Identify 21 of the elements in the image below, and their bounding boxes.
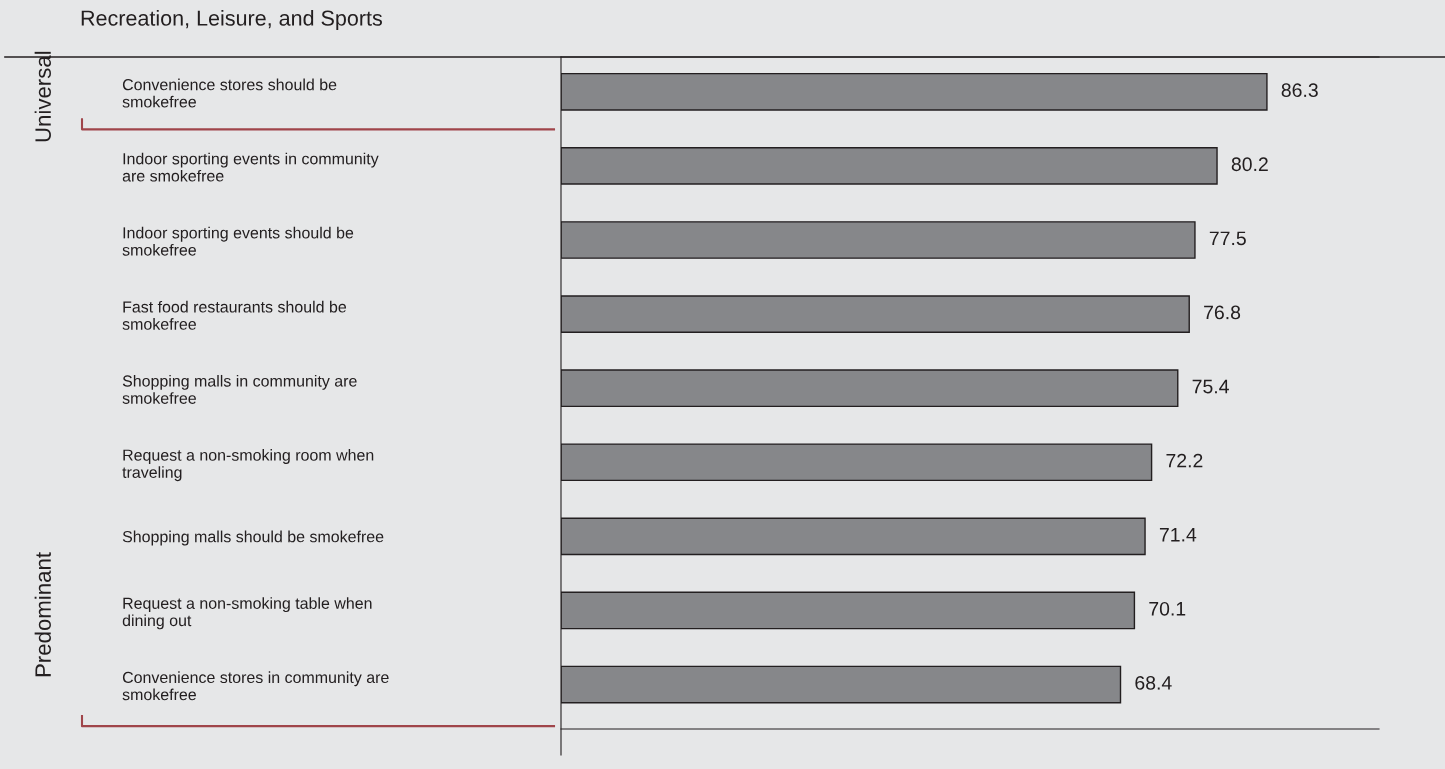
y-tick-label: Shopping malls should be smokefree bbox=[122, 530, 384, 546]
y-tick-label: Request a non-smoking room when traveling bbox=[122, 449, 374, 482]
data-label: 80.2 bbox=[1231, 157, 1268, 172]
data-label: 86.3 bbox=[1281, 83, 1318, 98]
text: Universal bbox=[34, 51, 51, 142]
text: Recreation, Leisure, and Sports bbox=[81, 9, 382, 31]
data-label: 75.4 bbox=[1192, 379, 1229, 394]
text: Predominant bbox=[34, 552, 51, 677]
data-label: 68.4 bbox=[1135, 676, 1172, 690]
y-tick-label: Fast food restaurants should be smokefree bbox=[122, 300, 347, 330]
y-tick-label: Shopping malls in community are smokefree bbox=[122, 374, 357, 404]
data-label: 77.5 bbox=[1209, 231, 1246, 246]
y-tick-label: Convenience stores should be smokefree bbox=[122, 78, 337, 108]
y-tick-label: Convenience stores in community are smokefree bbox=[122, 671, 389, 701]
y-tick-label: Indoor sporting events in community are smokefree bbox=[122, 152, 379, 182]
data-label: 76.8 bbox=[1204, 305, 1241, 320]
data-label: 70.1 bbox=[1149, 601, 1186, 616]
y-tick-label: Request a non-smoking table when dining out bbox=[122, 597, 372, 630]
data-label: 71.4 bbox=[1159, 528, 1197, 542]
data-label: 72.2 bbox=[1166, 453, 1203, 468]
y-tick-label: Indoor sporting events should be smokefree bbox=[122, 226, 354, 256]
